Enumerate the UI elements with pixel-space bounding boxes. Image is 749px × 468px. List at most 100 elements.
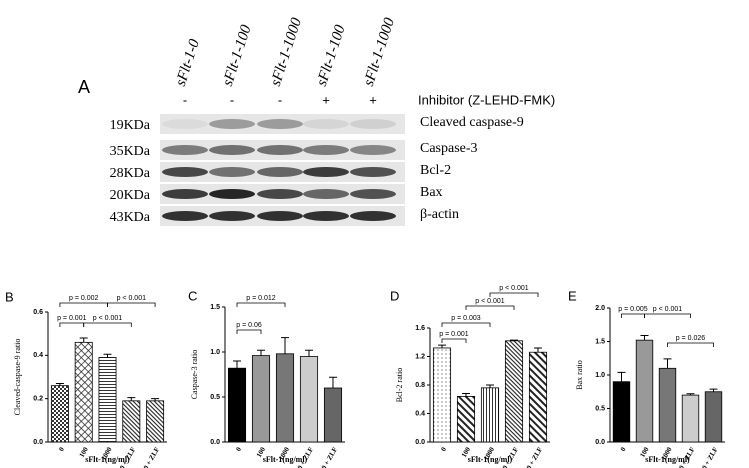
y-axis-label: Cleaved-caspase-9 ratio xyxy=(13,339,22,416)
error-bar xyxy=(686,393,695,396)
blot-band xyxy=(257,211,303,221)
significance-bracket xyxy=(441,322,491,327)
significance-bracket xyxy=(83,322,132,327)
p-value: p = 0.026 xyxy=(676,335,705,342)
p-value: p = 0.06 xyxy=(236,322,262,329)
bar xyxy=(122,400,141,443)
y-tick-label: 1.0 xyxy=(210,349,220,356)
blot-band xyxy=(209,211,255,221)
p-value: p = 0.012 xyxy=(246,295,275,302)
bar xyxy=(74,341,93,443)
bar xyxy=(681,394,700,443)
p-value: p < 0.001 xyxy=(117,295,146,302)
x-axis-label: sFlt-1(ng/ml) xyxy=(468,455,513,464)
error-bar xyxy=(640,334,649,341)
bar xyxy=(456,395,476,443)
p-value: p = 0.001 xyxy=(57,315,86,322)
y-tick-label: 0.5 xyxy=(210,394,220,401)
significance-bracket xyxy=(441,338,467,343)
y-tick-label: 0.2 xyxy=(33,396,43,403)
size-label: 19KDa xyxy=(110,118,151,133)
bar xyxy=(612,381,631,443)
lane-label: sFlt-1-0 xyxy=(173,37,203,88)
y-tick-label: 1.0 xyxy=(595,372,605,379)
protein-label: Caspase-3 xyxy=(420,141,478,156)
lane-label: sFlt-1-100 xyxy=(220,23,255,89)
error-bar xyxy=(79,337,88,343)
y-tick-label: 1.5 xyxy=(210,304,220,311)
lane-label: sFlt-1-100 xyxy=(314,23,349,89)
bar xyxy=(146,400,165,443)
blot-band xyxy=(303,145,349,155)
y-tick-label: 0.0 xyxy=(415,439,425,446)
p-value: p < 0.001 xyxy=(475,298,504,305)
x-tick-label: 0 xyxy=(439,445,448,452)
bar xyxy=(299,356,319,443)
blot-band xyxy=(209,189,255,199)
blot-band xyxy=(303,167,349,177)
y-tick-label: 1.5 xyxy=(595,338,605,345)
error-bar xyxy=(103,353,112,358)
x-axis-label: sFlt-1(ng/ml) xyxy=(645,455,690,464)
error-bar xyxy=(617,371,626,382)
bar xyxy=(323,387,343,443)
error-bar xyxy=(663,358,672,369)
blot-band xyxy=(350,119,396,129)
panel-label: E xyxy=(568,288,577,303)
bar xyxy=(504,340,524,443)
error-bar xyxy=(55,383,64,386)
size-label: 43KDa xyxy=(110,210,151,225)
inhibitor-sign: - xyxy=(183,92,187,107)
significance-bracket xyxy=(59,322,85,327)
error-bar xyxy=(281,337,289,354)
p-value: p < 0.001 xyxy=(93,315,122,322)
size-label: 28KDa xyxy=(110,166,151,181)
y-tick-label: 2.0 xyxy=(595,305,605,312)
blot-band xyxy=(257,145,303,155)
inhibitor-sign: + xyxy=(322,92,330,107)
error-bar xyxy=(510,339,518,341)
protein-label: Bax xyxy=(420,185,443,200)
p-value: p = 0.001 xyxy=(439,331,468,338)
protein-label: Bcl-2 xyxy=(420,163,451,178)
y-tick-label: 0.0 xyxy=(33,439,43,446)
y-tick-label: 1.6 xyxy=(415,325,425,332)
blot-band xyxy=(257,189,303,199)
bar xyxy=(704,391,723,443)
protein-label: β-actin xyxy=(420,207,459,222)
panel-label: D xyxy=(390,288,399,303)
p-value: p < 0.001 xyxy=(653,306,682,313)
inhibitor-sign: - xyxy=(278,92,282,107)
blot-band xyxy=(209,145,255,155)
lane-label: sFlt-1-1000 xyxy=(361,16,398,89)
blot-band xyxy=(350,145,396,155)
y-tick-label: 0.5 xyxy=(595,405,605,412)
blot-band xyxy=(162,145,208,155)
bar xyxy=(227,367,247,443)
blot-band xyxy=(350,189,396,199)
significance-bracket xyxy=(236,302,286,307)
y-tick-label: 0.0 xyxy=(210,439,220,446)
blot-band xyxy=(162,189,208,199)
blot-band xyxy=(350,167,396,177)
y-tick-label: 0.6 xyxy=(33,309,43,316)
p-value: p = 0.003 xyxy=(451,315,480,322)
x-tick-label: 1000 + ZLF xyxy=(520,446,544,468)
significance-bracket xyxy=(59,302,108,307)
panel-label: C xyxy=(188,288,197,303)
protein-label: Cleaved caspase-9 xyxy=(420,115,524,130)
significance-bracket xyxy=(489,292,539,297)
panel-label: B xyxy=(5,289,14,304)
bar xyxy=(50,385,69,443)
y-tick-label: 0.0 xyxy=(595,439,605,446)
bar xyxy=(480,387,500,443)
blot-band xyxy=(303,119,349,129)
error-bar xyxy=(127,397,136,401)
error-bar xyxy=(305,349,313,357)
bar xyxy=(635,339,654,443)
blot-band xyxy=(257,119,303,129)
bar xyxy=(275,353,295,443)
x-tick-label: 1000 + ZLF xyxy=(315,446,339,468)
inhibitor-sign: - xyxy=(230,92,234,107)
y-tick-label: 0.8 xyxy=(415,382,425,389)
